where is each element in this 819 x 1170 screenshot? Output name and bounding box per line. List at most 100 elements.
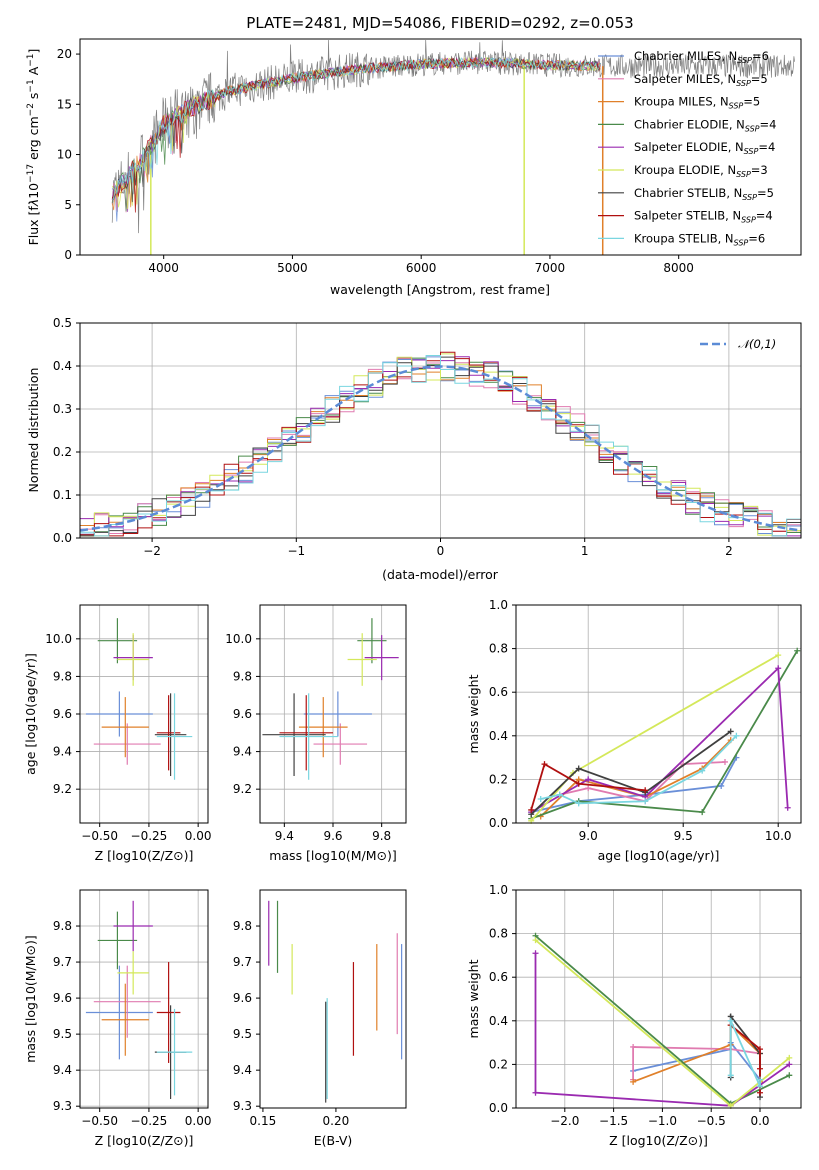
- legend-label: Kroupa STELIB, NSSP=6: [634, 231, 765, 247]
- grid-lines: [80, 890, 208, 1108]
- x-axis-label: Z [log10(Z/Z⊙)]: [609, 1133, 708, 1148]
- residuals-y-label: Normed distribution: [26, 368, 41, 493]
- y-tick-label: 9.6: [233, 707, 252, 721]
- marks: [268, 900, 403, 1103]
- plus-marker: [786, 1054, 793, 1061]
- legend-label-text: Kroupa MILES, N: [634, 95, 729, 109]
- y-tick-label: 9.4: [233, 1063, 252, 1077]
- spectrum-y-tick-label: 0: [64, 248, 72, 262]
- x-tick-label: 0.15: [250, 1114, 277, 1128]
- x-axis-label: mass [log10(M/M⊙)]: [269, 848, 397, 863]
- spectrum-model-line: [111, 56, 601, 213]
- age-vs-Z-panel: −0.50 −0.25 0.00 9.2 9.4 9.6 9.8 10.0 Z [log10(Z…: [23, 604, 212, 863]
- panel-frame: [79, 889, 209, 1109]
- legend-label-sub: SSP: [736, 170, 751, 179]
- panel-frame: [515, 604, 802, 824]
- spectrum-x-tick-label: 8000: [663, 261, 694, 275]
- x-tick-label: −1.5: [599, 1114, 628, 1128]
- y-tick-label: 9.8: [53, 919, 72, 933]
- plus-marker: [585, 785, 592, 792]
- spectrum-x-tick-label: 6000: [406, 261, 437, 275]
- y-tick-label: 0.2: [489, 772, 508, 786]
- spectrum-x-label: wavelength [Angstrom, rest frame]: [330, 282, 550, 297]
- legend-label: Salpeter MILES, NSSP=5: [634, 72, 768, 88]
- plus-marker: [757, 1083, 764, 1090]
- plus-marker: [541, 761, 548, 768]
- y-tick-label: 9.8: [53, 669, 72, 683]
- legend-label-suffix: =5: [751, 72, 768, 86]
- residuals-y-tick-label: 0.1: [53, 488, 72, 502]
- y-tick-label: 0.6: [489, 685, 508, 699]
- x-tick-label: −0.25: [131, 1114, 168, 1128]
- y-tick-label: 9.7: [53, 955, 72, 969]
- plus-marker: [775, 652, 782, 659]
- legend-label: Chabrier STELIB, NSSP=5: [634, 186, 774, 202]
- plus-marker: [784, 804, 791, 811]
- spectrum-model-line: [111, 57, 601, 210]
- y-axis-label: mass weight: [466, 959, 481, 1038]
- x-tick-label: 0.20: [323, 1114, 350, 1128]
- panel-frame: [79, 604, 209, 824]
- plus-marker: [727, 1072, 734, 1079]
- y-tick-label: 0.8: [489, 927, 508, 941]
- spectrum-data-line: [111, 39, 795, 234]
- legend-label-sub: SSP: [741, 216, 756, 225]
- plus-marker: [532, 1089, 539, 1096]
- y-tick-label: 9.5: [53, 1027, 72, 1041]
- y-tick-label: 9.6: [53, 991, 72, 1005]
- weight-line: [530, 650, 798, 820]
- spectrum-y-label: Flux [fλ10−17 erg cm−2 s−1 A−1]: [26, 49, 41, 246]
- plus-marker: [727, 728, 734, 735]
- plus-marker: [757, 1065, 764, 1072]
- spectrum-x-tick-label: 7000: [535, 261, 566, 275]
- legend-label-text: Kroupa ELODIE, N: [634, 163, 736, 177]
- legend-label-suffix: =4: [760, 117, 777, 131]
- spectrum-y-tick-label: 20: [57, 47, 72, 61]
- y-axis-label: mass [log10(M/M⊙)]: [23, 935, 38, 1063]
- legend-label-text: Chabrier MILES, N: [634, 49, 737, 63]
- y-tick-label: 9.3: [53, 1099, 72, 1113]
- plus-marker: [794, 647, 801, 654]
- y-tick-label: 0.4: [489, 1014, 508, 1028]
- spectrum-model-line: [111, 57, 601, 222]
- plus-marker: [786, 1061, 793, 1068]
- plus-marker: [537, 796, 544, 803]
- weight-line: [530, 762, 646, 811]
- legend-label-suffix: =5: [757, 186, 774, 200]
- histogram-step-line: [80, 355, 801, 537]
- age-vs-mass-panel: 9.4 9.6 9.8 9.2 9.4 9.6 9.8 10.0 mass [log10(M/M…: [225, 604, 407, 863]
- x-axis-label: Z [log10(Z/Z⊙)]: [95, 848, 194, 863]
- legend-label-suffix: =5: [743, 95, 760, 109]
- plus-marker: [575, 780, 582, 787]
- plus-marker: [532, 937, 539, 944]
- mass-vs-Z-panel: −0.50 −0.25 0.00 9.3 9.4 9.5 9.6 9.7 9.8 Z [log10…: [23, 889, 212, 1148]
- spectrum-model-line: [111, 56, 601, 212]
- legend-label-text: Salpeter MILES, N: [634, 72, 736, 86]
- y-tick-label: 9.4: [233, 745, 252, 759]
- weight-line: [729, 1020, 761, 1087]
- plus-marker: [722, 758, 728, 765]
- residuals-y-tick-label: 0.4: [53, 359, 72, 373]
- y-tick-label: 9.8: [233, 669, 252, 683]
- legend-label-text: Salpeter STELIB, N: [634, 209, 741, 223]
- spectrum-model-line: [111, 57, 601, 211]
- x-axis-label: age [log10(age/yr)]: [598, 848, 720, 863]
- x-tick-label: 9.6: [323, 829, 342, 843]
- x-tick-label: 10.0: [765, 829, 792, 843]
- plus-marker: [727, 1017, 734, 1024]
- normal-reference-curve: [79, 365, 802, 532]
- y-tick-label: 0.6: [489, 970, 508, 984]
- legend-normal-label: 𝒩(0,1): [738, 337, 776, 351]
- plus-marker: [718, 782, 725, 789]
- plus-marker: [642, 798, 649, 805]
- legend-label-text: Chabrier ELODIE, N: [634, 117, 745, 131]
- legend-label-text: Salpeter ELODIE, N: [634, 140, 744, 154]
- legend-label: Kroupa ELODIE, NSSP=3: [634, 163, 768, 179]
- legend-label-sub: SSP: [729, 102, 744, 111]
- x-axis-label: E(B-V): [314, 1133, 353, 1148]
- residuals-y-tick-label: 0.5: [53, 316, 72, 330]
- legend-label-suffix: =4: [756, 209, 773, 223]
- marks: [532, 932, 793, 1109]
